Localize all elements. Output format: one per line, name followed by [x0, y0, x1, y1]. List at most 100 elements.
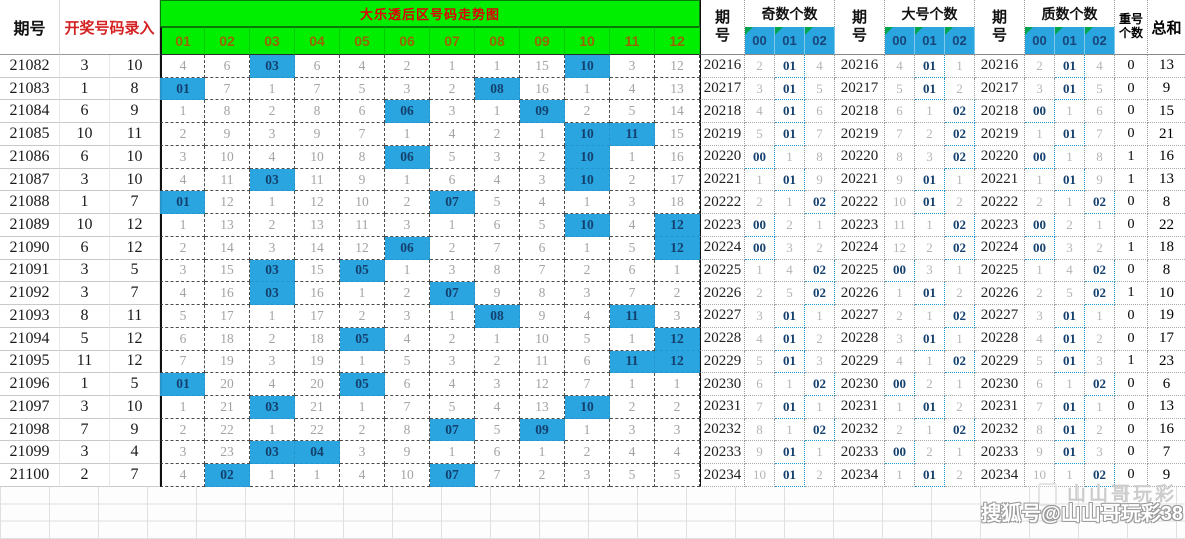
- drawn-number-cell[interactable]: 4: [110, 441, 160, 465]
- grid-miss-cell[interactable]: 5: [340, 77, 385, 101]
- grid-miss-cell[interactable]: 22: [295, 418, 340, 442]
- grid-miss-cell[interactable]: 9: [385, 441, 430, 465]
- grid-miss-cell[interactable]: 16: [520, 77, 565, 101]
- grid-miss-cell[interactable]: 1: [475, 100, 520, 124]
- subcol-header[interactable]: 00: [885, 27, 915, 55]
- grid-hit-cell[interactable]: 03: [250, 441, 295, 465]
- odd-count-cell[interactable]: 2: [745, 191, 775, 215]
- grid-miss-cell[interactable]: 1: [160, 396, 205, 419]
- big-count-cell[interactable]: 4: [885, 55, 915, 78]
- grid-hit-cell[interactable]: 11: [610, 350, 655, 374]
- period-cell[interactable]: 21093: [0, 305, 60, 328]
- repeat-count-cell[interactable]: 0: [1115, 464, 1148, 487]
- drawn-number-cell[interactable]: 10: [60, 214, 110, 237]
- right-period-cell[interactable]: 20232: [835, 418, 885, 442]
- main-col-header[interactable]: 08: [475, 27, 520, 55]
- grid-miss-cell[interactable]: 4: [610, 441, 655, 465]
- prime-count-cell[interactable]: 1: [1025, 168, 1055, 192]
- right-period-cell[interactable]: 20231: [975, 396, 1025, 419]
- grid-miss-cell[interactable]: 6: [520, 236, 565, 260]
- grid-miss-cell[interactable]: 5: [385, 350, 430, 374]
- grid-miss-cell[interactable]: 3: [385, 214, 430, 237]
- drawn-number-cell[interactable]: 3: [60, 55, 110, 78]
- odd-count-cell[interactable]: 00: [745, 145, 775, 169]
- period-cell[interactable]: 21100: [0, 464, 60, 487]
- right-period-cell[interactable]: 20232: [700, 418, 745, 442]
- prime-count-cell[interactable]: 7: [1085, 123, 1115, 146]
- grid-miss-cell[interactable]: 2: [655, 282, 700, 306]
- grid-miss-cell[interactable]: 18: [295, 327, 340, 351]
- right-period-cell[interactable]: 20220: [835, 145, 885, 169]
- odd-count-cell[interactable]: 01: [775, 77, 805, 101]
- grid-miss-cell[interactable]: 6: [340, 100, 385, 124]
- prime-count-cell[interactable]: 01: [1055, 305, 1085, 328]
- repeat-count-cell[interactable]: 1: [1115, 236, 1148, 260]
- main-col-header[interactable]: 10: [565, 27, 610, 55]
- grid-hit-cell[interactable]: 03: [250, 259, 295, 283]
- odd-count-cell[interactable]: 1: [775, 418, 805, 442]
- subcol-header[interactable]: 00: [1025, 27, 1055, 55]
- drawn-number-cell[interactable]: 10: [110, 396, 160, 419]
- grid-miss-cell[interactable]: 3: [610, 418, 655, 442]
- prime-count-cell[interactable]: 00: [1025, 236, 1055, 260]
- grid-miss-cell[interactable]: 21: [205, 396, 250, 419]
- grid-miss-cell[interactable]: 4: [160, 168, 205, 192]
- grid-miss-cell[interactable]: 2: [655, 396, 700, 419]
- grid-hit-cell[interactable]: 05: [340, 327, 385, 351]
- grid-miss-cell[interactable]: 13: [205, 214, 250, 237]
- big-count-cell[interactable]: 02: [945, 350, 975, 374]
- prime-count-cell[interactable]: 1: [1085, 396, 1115, 419]
- prime-count-cell[interactable]: 1: [1055, 373, 1085, 397]
- sum-header[interactable]: 总和: [1148, 0, 1185, 55]
- big-count-cell[interactable]: 1: [945, 327, 975, 351]
- repeat-count-cell[interactable]: 0: [1115, 214, 1148, 237]
- grid-miss-cell[interactable]: 5: [520, 214, 565, 237]
- grid-miss-cell[interactable]: 1: [655, 259, 700, 283]
- right-period-cell[interactable]: 20220: [700, 145, 745, 169]
- grid-miss-cell[interactable]: 3: [655, 418, 700, 442]
- grid-miss-cell[interactable]: 15: [295, 259, 340, 283]
- big-count-cell[interactable]: 1: [945, 259, 975, 283]
- grid-miss-cell[interactable]: 3: [610, 191, 655, 215]
- prime-count-cell[interactable]: 8: [1025, 418, 1055, 442]
- grid-miss-cell[interactable]: 8: [385, 418, 430, 442]
- sum-cell[interactable]: 8: [1148, 259, 1185, 283]
- big-count-cell[interactable]: 7: [885, 123, 915, 146]
- odd-count-cell[interactable]: 9: [805, 168, 835, 192]
- drawn-number-cell[interactable]: 9: [110, 418, 160, 442]
- prime-count-cell[interactable]: 4: [1025, 327, 1055, 351]
- grid-miss-cell[interactable]: 2: [340, 305, 385, 328]
- grid-miss-cell[interactable]: 2: [520, 145, 565, 169]
- grid-miss-cell[interactable]: 17: [295, 305, 340, 328]
- odd-count-cell[interactable]: 02: [805, 282, 835, 306]
- prime-count-cell[interactable]: 01: [1055, 123, 1085, 146]
- right-period-cell[interactable]: 20233: [835, 441, 885, 465]
- prime-count-cell[interactable]: 2: [1025, 55, 1055, 78]
- odd-count-cell[interactable]: 8: [805, 145, 835, 169]
- odd-count-header[interactable]: 奇数个数: [745, 0, 835, 27]
- drawn-number-cell[interactable]: 8: [60, 305, 110, 328]
- grid-miss-cell[interactable]: 11: [340, 214, 385, 237]
- repeat-count-cell[interactable]: 0: [1115, 77, 1148, 101]
- grid-hit-cell[interactable]: 04: [295, 441, 340, 465]
- prime-count-cell[interactable]: 02: [1085, 373, 1115, 397]
- big-count-cell[interactable]: 2: [915, 236, 945, 260]
- grid-miss-cell[interactable]: 3: [565, 464, 610, 487]
- grid-hit-cell[interactable]: 01: [160, 373, 205, 397]
- grid-miss-cell[interactable]: 15: [520, 55, 565, 78]
- grid-miss-cell[interactable]: 8: [475, 259, 520, 283]
- prime-count-cell[interactable]: 5: [1085, 77, 1115, 101]
- odd-count-cell[interactable]: 1: [805, 305, 835, 328]
- period-cell[interactable]: 21098: [0, 418, 60, 442]
- subcol-header[interactable]: 02: [1085, 27, 1115, 55]
- grid-miss-cell[interactable]: 4: [250, 373, 295, 397]
- drawn-numbers-header[interactable]: 开奖号码录入: [60, 0, 160, 55]
- grid-miss-cell[interactable]: 18: [655, 191, 700, 215]
- right-period-cell[interactable]: 20224: [975, 236, 1025, 260]
- grid-miss-cell[interactable]: 1: [610, 145, 655, 169]
- grid-miss-cell[interactable]: 14: [655, 100, 700, 124]
- prime-count-cell[interactable]: 1: [1055, 464, 1085, 487]
- big-count-cell[interactable]: 01: [915, 191, 945, 215]
- period-cell[interactable]: 21084: [0, 100, 60, 124]
- grid-hit-cell[interactable]: 10: [565, 396, 610, 419]
